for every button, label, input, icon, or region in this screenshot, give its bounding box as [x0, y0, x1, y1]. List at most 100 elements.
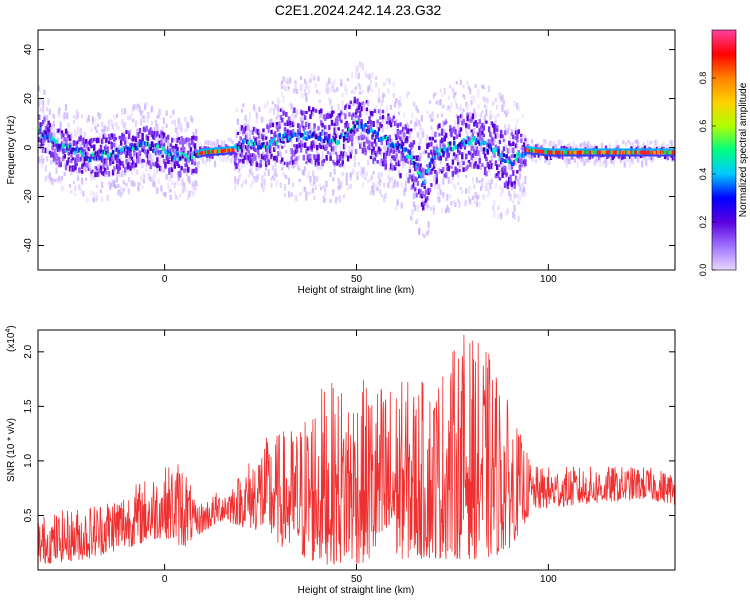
spectrogram-cell: [192, 170, 195, 176]
spectrogram-cell: [132, 159, 135, 165]
spectrogram-cell: [264, 139, 268, 146]
spectrogram-cell: [188, 143, 191, 148]
spectrogram-cell: [576, 150, 580, 155]
spectrogram-cell: [94, 158, 97, 162]
spectrogram-cell: [622, 154, 625, 160]
spectrogram-cell: [420, 194, 424, 199]
spectrogram-cell: [313, 74, 316, 80]
spectrogram-cell: [565, 148, 569, 151]
spectrogram-cell: [538, 155, 542, 161]
spectrogram-cell: [322, 114, 326, 120]
spectrogram-cell: [176, 146, 179, 152]
spectrogram-cell: [555, 150, 558, 155]
spectrogram-cell: [193, 147, 197, 152]
spectrogram-cell: [501, 172, 504, 178]
spectrogram-cell: [537, 147, 541, 150]
spectrogram-cell: [317, 76, 320, 82]
spectrogram-cell: [62, 115, 65, 120]
spectrogram-cell: [624, 142, 628, 147]
spectrogram-cell: [530, 152, 534, 155]
spectrogram-cell: [212, 149, 216, 154]
spectrogram-cell: [647, 154, 650, 160]
spectrogram-cell: [283, 143, 286, 148]
spectrogram-cell: [244, 156, 248, 161]
spectrogram-cell: [508, 179, 511, 184]
spectrogram-cell: [209, 147, 213, 150]
spectrogram-cell: [317, 154, 320, 161]
spectrogram-cell: [422, 191, 425, 196]
spectrogram-cell: [134, 136, 138, 141]
spectrogram-cell: [301, 92, 304, 99]
spectrogram-cell: [509, 159, 512, 164]
spectrogram-cell: [393, 181, 397, 187]
spectrogram-cell: [470, 145, 473, 152]
spectrogram-cell: [54, 156, 57, 160]
spectrogram-cell: [568, 154, 572, 157]
spectrogram-cell: [419, 188, 422, 193]
spectrogram-cell: [579, 154, 582, 157]
spectrogram-cell: [473, 163, 476, 169]
spectrogram-cell: [68, 158, 72, 163]
spectrogram-cell: [395, 119, 398, 127]
spectrogram-cell: [161, 134, 164, 140]
spectrogram-cell: [70, 150, 73, 155]
spectrogram-cell: [146, 118, 149, 124]
spectrogram-cell: [419, 152, 422, 160]
spectrogram-cell: [342, 151, 346, 157]
spectrogram-cell: [161, 126, 164, 131]
spectrogram-cell: [145, 101, 148, 105]
spectrogram-cell: [615, 154, 619, 157]
spectrogram-cell: [70, 152, 73, 158]
spectrogram-cell: [64, 164, 68, 171]
colorbar-tick-label: 0.6: [698, 120, 708, 133]
spectrogram-cell: [149, 146, 152, 151]
spectrogram-cell: [517, 105, 520, 112]
spectrogram-cell: [187, 137, 190, 142]
spectrogram-cell: [235, 107, 238, 113]
spectrogram-cell: [368, 144, 371, 151]
spectrogram-cell: [365, 107, 369, 112]
spectrogram-cell: [567, 158, 570, 164]
spectrogram-cell: [303, 115, 307, 120]
spectrogram-cell: [56, 128, 60, 133]
spectrogram-cell: [641, 154, 644, 157]
spectrogram-cell: [152, 180, 155, 187]
spectrogram-cell: [517, 151, 520, 156]
spectrogram-cell: [509, 143, 512, 147]
spectrogram-cell: [393, 156, 397, 162]
spectrogram-cell: [559, 155, 562, 159]
spectrogram-cell: [618, 148, 621, 151]
spectrogram-cell: [168, 160, 171, 165]
spectrogram-cell: [389, 143, 393, 148]
spectrogram-cell: [291, 160, 295, 165]
spectrogram-cell: [634, 144, 637, 149]
spectrogram-cell: [169, 160, 172, 167]
spectrogram-cell: [298, 142, 301, 149]
spectrogram-cell: [376, 186, 379, 192]
spectrogram-cell: [307, 123, 311, 129]
spectrogram-cell: [473, 135, 476, 140]
spectrogram-cell: [332, 150, 335, 155]
spectrogram-cell: [494, 115, 497, 120]
spectrogram-cell: [397, 149, 401, 154]
spectrogram-cell: [46, 107, 49, 112]
spectrogram-cell: [653, 153, 656, 161]
spectrogram-cell: [301, 140, 304, 147]
spectrogram-cell: [671, 154, 675, 157]
spectrogram-cell: [422, 181, 425, 186]
spectrogram-cell: [439, 88, 442, 94]
spectrogram-cell: [548, 154, 551, 157]
spectrogram-cell: [211, 145, 214, 149]
spectrogram-cell: [440, 137, 444, 144]
spectrogram-cell: [470, 129, 473, 133]
spectrogram-cell: [598, 154, 601, 157]
spectrogram-cell: [520, 187, 523, 192]
spectrogram-cell: [177, 164, 181, 169]
spectrogram-cell: [353, 161, 356, 168]
spectrogram-cell: [670, 155, 673, 162]
spectrogram-cell: [42, 120, 45, 125]
spectrogram-cell: [176, 155, 179, 162]
spectrogram-cell: [243, 163, 246, 167]
spectrogram-cell: [236, 143, 240, 148]
spectrogram-cell: [598, 155, 601, 161]
